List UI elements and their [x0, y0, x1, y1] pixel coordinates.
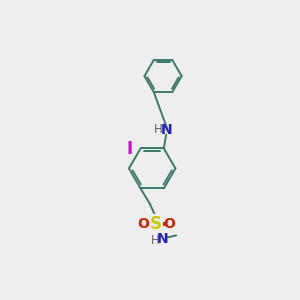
Text: I: I [127, 140, 133, 158]
Text: H: H [151, 234, 160, 247]
Text: N: N [160, 123, 172, 137]
Text: O: O [137, 217, 149, 231]
Text: S: S [150, 215, 162, 233]
Text: O: O [163, 217, 175, 231]
Text: N: N [157, 232, 169, 246]
Text: H: H [154, 124, 163, 136]
